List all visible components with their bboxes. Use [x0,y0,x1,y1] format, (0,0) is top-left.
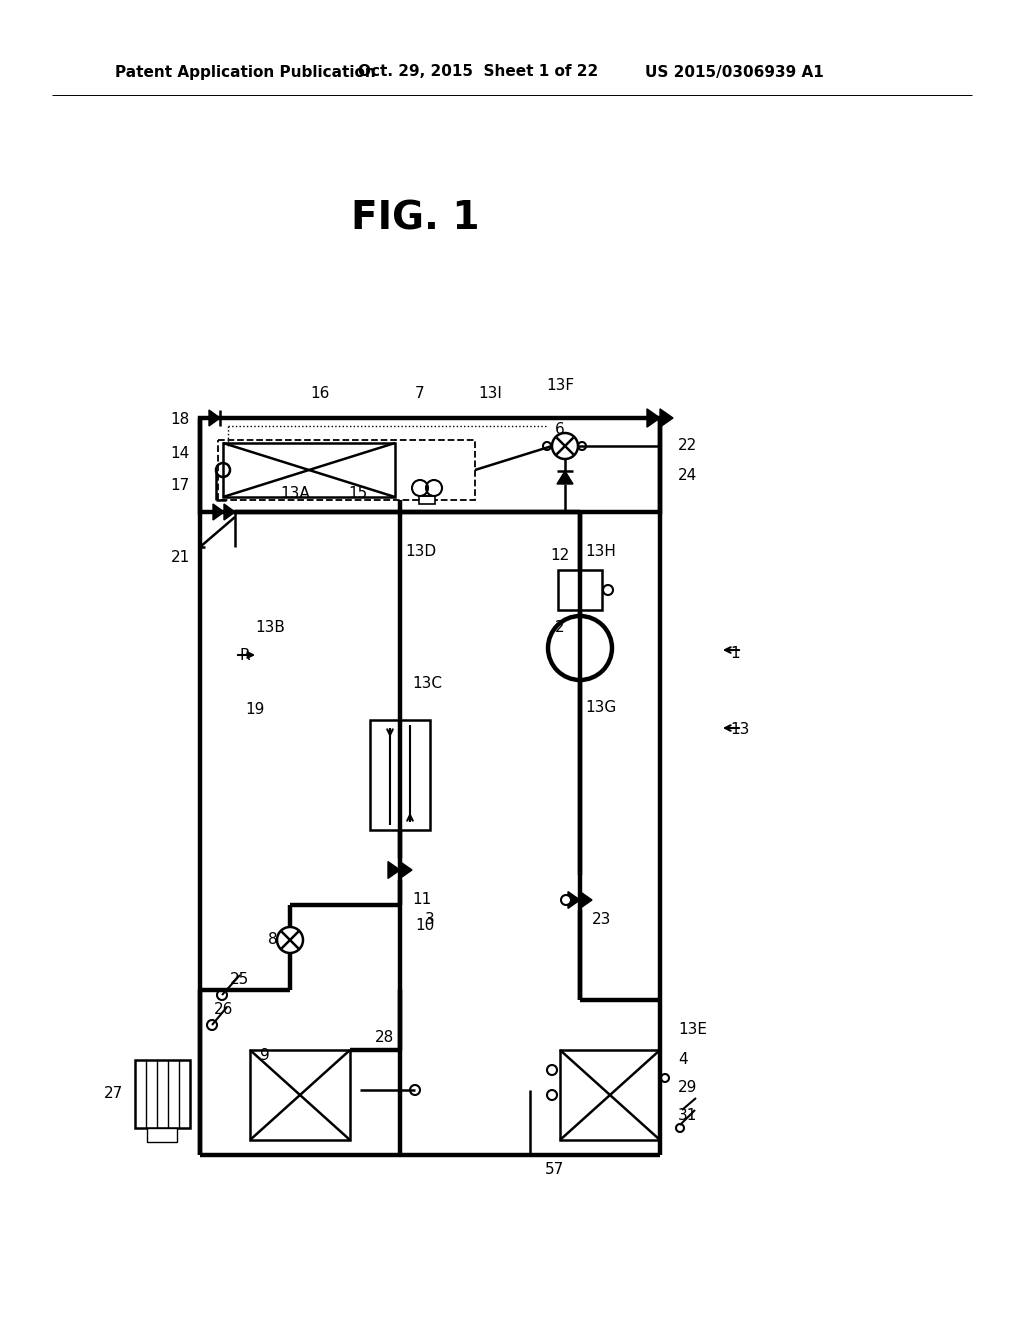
Text: 19: 19 [246,702,265,718]
Text: 1: 1 [730,645,739,660]
Circle shape [676,1125,684,1133]
Circle shape [207,1020,217,1030]
Bar [147,1129,177,1142]
Polygon shape [647,409,660,428]
Text: 15: 15 [348,487,368,502]
Text: 13E: 13E [678,1023,707,1038]
Text: 10: 10 [415,917,434,932]
Text: 28: 28 [376,1031,394,1045]
Text: 26: 26 [214,1002,233,1018]
Text: 18: 18 [171,412,190,428]
Circle shape [547,1065,557,1074]
Text: Patent Application Publication: Patent Application Publication [115,65,376,79]
Text: Oct. 29, 2015  Sheet 1 of 22: Oct. 29, 2015 Sheet 1 of 22 [358,65,598,79]
Text: 13H: 13H [585,544,615,560]
Text: 13D: 13D [406,544,436,560]
Text: 31: 31 [678,1107,697,1122]
Bar [370,719,430,830]
Polygon shape [557,471,573,484]
Text: 13B: 13B [255,619,285,635]
Text: 23: 23 [592,912,611,928]
Polygon shape [568,891,580,908]
Text: 11: 11 [412,892,431,908]
Polygon shape [580,891,592,908]
Circle shape [217,990,227,1001]
Bar [218,440,475,500]
Polygon shape [213,504,224,520]
Polygon shape [660,409,673,428]
Text: 13: 13 [730,722,750,738]
Text: 7: 7 [415,385,425,400]
Bar [419,496,435,504]
Polygon shape [388,862,400,878]
Text: 22: 22 [678,438,697,454]
Text: 17: 17 [171,479,190,494]
Text: 4: 4 [678,1052,688,1068]
Bar [560,1049,660,1140]
Text: 29: 29 [678,1081,697,1096]
Bar [223,444,395,498]
Text: 8: 8 [268,932,278,948]
Text: 14: 14 [171,446,190,461]
Circle shape [578,442,586,450]
Text: 16: 16 [310,385,330,400]
Text: 24: 24 [678,469,697,483]
Text: R: R [240,648,250,663]
Text: 13F: 13F [546,378,574,392]
Text: FIG. 1: FIG. 1 [351,199,479,238]
Polygon shape [209,411,220,426]
Text: 13I: 13I [478,385,502,400]
Text: 2: 2 [555,620,565,635]
Text: 25: 25 [230,973,249,987]
Text: 21: 21 [171,549,190,565]
Text: 3: 3 [425,912,435,928]
Circle shape [662,1074,669,1082]
Bar [200,418,660,512]
Bar [558,570,602,610]
Circle shape [603,585,613,595]
Circle shape [543,442,551,450]
Bar [250,1049,350,1140]
Circle shape [561,895,571,906]
Text: 27: 27 [103,1086,123,1101]
Bar [135,1060,190,1129]
Polygon shape [224,504,234,520]
Text: 12: 12 [550,548,569,562]
Circle shape [547,1090,557,1100]
Text: 9: 9 [260,1048,270,1063]
Text: 13A: 13A [280,487,309,502]
Polygon shape [400,862,412,878]
Text: US 2015/0306939 A1: US 2015/0306939 A1 [645,65,823,79]
Text: 13G: 13G [585,701,616,715]
Text: 57: 57 [546,1163,564,1177]
Text: 13C: 13C [412,676,442,692]
Text: 6: 6 [555,422,565,437]
Circle shape [410,1085,420,1096]
